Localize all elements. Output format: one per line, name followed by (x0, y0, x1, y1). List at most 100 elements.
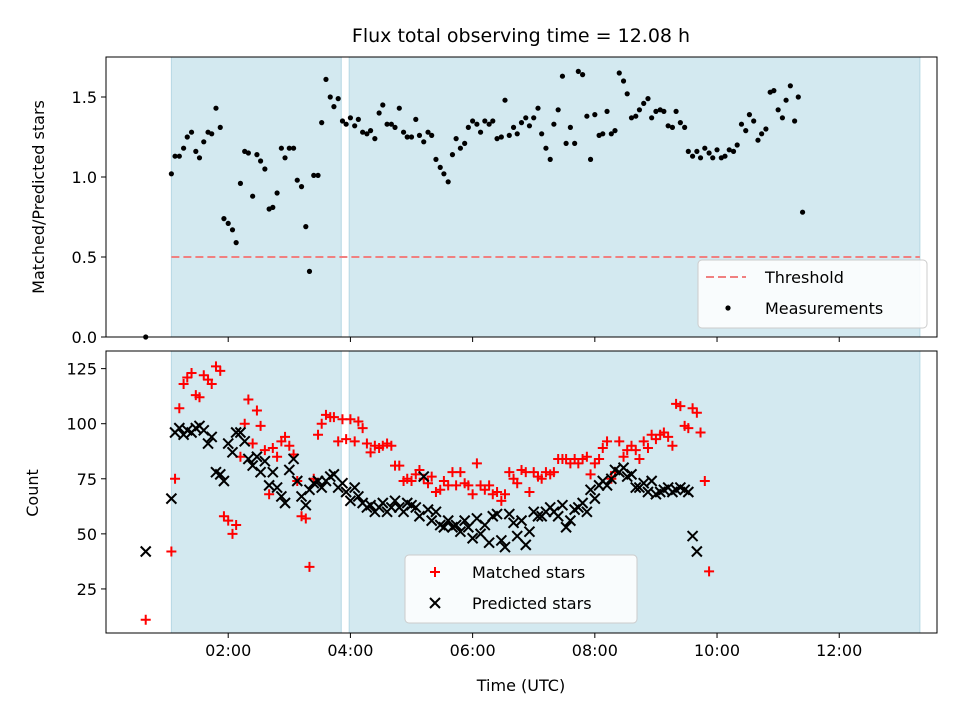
measurement-point (526, 123, 533, 129)
measurement-point (404, 134, 410, 140)
matched-stars-point (492, 487, 503, 497)
measurement-point (327, 94, 333, 100)
predicted-stars-point (511, 530, 523, 542)
measurement-point (470, 118, 476, 124)
matched-stars-point (206, 379, 217, 390)
predicted-stars-point (242, 453, 255, 465)
measurement-point (722, 153, 728, 159)
predicted-stars-point (552, 510, 564, 522)
measurement-point (792, 118, 798, 124)
predicted-stars-point (279, 497, 291, 509)
measurement-point (311, 172, 317, 178)
predicted-stars-point (267, 466, 279, 478)
measurement-point (661, 108, 667, 114)
predicted-stars-point (474, 528, 487, 540)
measurement-point (433, 156, 439, 162)
predicted-stars-point (336, 477, 349, 489)
measurement-point (184, 134, 190, 140)
measurement-point (523, 115, 529, 121)
measurement-point (168, 171, 174, 177)
predicted-stars-point (503, 508, 515, 520)
predicted-stars-point (218, 475, 230, 487)
predicted-stars-point (495, 534, 508, 547)
predicted-stars-point (691, 545, 703, 558)
measurement-point (787, 83, 793, 89)
observing-window-bands (170, 56, 921, 634)
measurement-point (587, 156, 594, 162)
predicted-stars-point (686, 530, 699, 542)
predicted-stars-point (682, 486, 695, 498)
matched-stars-point (166, 546, 177, 557)
measurement-point (746, 112, 753, 118)
measurement-point (572, 140, 578, 146)
measurement-point (445, 179, 451, 185)
measurement-point (364, 131, 370, 137)
measurement-point (462, 140, 468, 146)
matched-stars-point (247, 438, 258, 449)
predicted-stars-point (601, 479, 613, 492)
matched-stars-point (227, 528, 238, 539)
legend-predicted-swatch (429, 597, 441, 609)
bottom-plot-frame (105, 350, 938, 634)
predicted-stars-point (507, 517, 520, 529)
measurement-point (559, 73, 566, 79)
measurement-point (738, 121, 745, 127)
measurement-point (498, 134, 504, 140)
measurement-point (213, 105, 219, 111)
predicted-stars-point (352, 490, 365, 503)
measurement-point (535, 105, 541, 111)
measurement-point (225, 220, 231, 226)
predicted-stars-point (645, 475, 658, 487)
measurement-point (551, 121, 557, 127)
matched-stars-point (267, 442, 278, 453)
measurement-point (510, 124, 517, 130)
measurement-point (702, 145, 708, 151)
predicted-stars-point (483, 536, 495, 549)
matched-stars-point (178, 379, 189, 390)
predicted-stars-point (576, 497, 589, 509)
measurement-point (628, 115, 635, 121)
measurement-point (262, 166, 268, 172)
measurement-point (575, 68, 581, 74)
measurement-point (217, 124, 223, 130)
predicted-stars-point (340, 486, 352, 498)
measurement-point (584, 113, 590, 119)
matched-stars-point (333, 436, 344, 447)
y-tick-label: 0.0 (72, 328, 97, 347)
measurement-point (771, 88, 777, 94)
x-tick-label: 06:00 (450, 641, 496, 660)
measurement-point (653, 108, 659, 114)
legend-entry-label: Matched stars (472, 563, 585, 582)
y-tick-label: 1.0 (72, 168, 97, 187)
predicted-stars-point (251, 451, 263, 463)
matched-stars-point (170, 473, 181, 484)
predicted-stars-point (254, 466, 267, 478)
measurement-point (624, 91, 630, 97)
measurement-point (665, 123, 671, 129)
predicted-stars-point (348, 481, 361, 494)
matched-stars-point (699, 475, 710, 486)
matched-stars-point (328, 412, 339, 423)
measurement-point (751, 118, 757, 124)
matched-stars-point (594, 453, 605, 464)
measurement-point (673, 108, 679, 114)
predicted-stars-point (442, 514, 454, 527)
matched-stars-point (597, 442, 608, 453)
matched-stars-point (349, 436, 360, 447)
predicted-stars-point (630, 481, 642, 494)
matched-stars-point (484, 480, 495, 491)
measurement-point (604, 108, 610, 114)
matched-stars-point (675, 401, 686, 412)
measurement-point (453, 136, 459, 142)
observing-window-1 (170, 56, 342, 338)
matched-stars-point (280, 431, 291, 442)
measurement-point (706, 150, 712, 156)
measurement-point (278, 145, 284, 151)
measurement-point (331, 104, 337, 110)
bottom-legend-box (404, 554, 638, 624)
predicted-stars-point (230, 426, 242, 439)
measurement-point (172, 153, 178, 159)
predicted-stars-point (271, 481, 283, 494)
matched-stars-point (642, 442, 653, 453)
matched-stars-point (500, 489, 511, 500)
